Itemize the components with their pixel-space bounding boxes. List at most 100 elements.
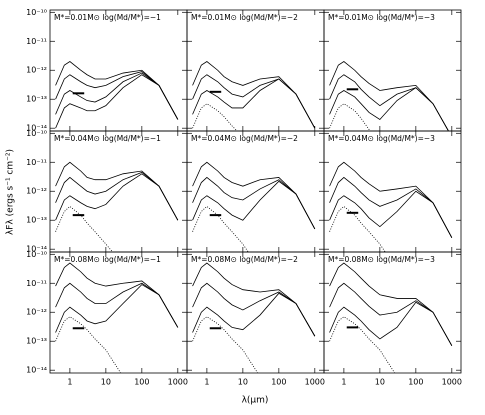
x-tick-label: 1 (341, 378, 346, 387)
sed-curve (192, 78, 316, 129)
y-tick-label: 10⁻¹³ (26, 95, 47, 104)
y-tick-label: 10⁻¹² (26, 308, 47, 317)
sed-curve (329, 316, 396, 373)
panel-frame (323, 9, 462, 132)
sed-curve (329, 103, 371, 131)
panel: M*=0.01M⊙ log(Md/M*)=−3 (323, 9, 462, 132)
x-axis-label: λ(μm) (242, 396, 269, 406)
y-tick-label: 10⁻¹⁰ (26, 250, 47, 259)
panel-title: M*=0.08M⊙ log(Md/M*)=−2 (191, 255, 298, 264)
x-tick-label: 100 (271, 378, 286, 387)
panel-title: M*=0.08M⊙ log(Md/M*)=−1 (54, 255, 161, 264)
panel-frame (49, 251, 188, 374)
panel-title: M*=0.01M⊙ log(Md/M*)=−1 (54, 13, 161, 22)
panel: M*=0.04M⊙ log(Md/M*)=−2 (186, 130, 325, 253)
panel-frame (323, 130, 462, 253)
panel-title: M*=0.01M⊙ log(Md/M*)=−2 (191, 13, 298, 22)
sed-curve (55, 205, 114, 252)
plot-area (192, 262, 316, 373)
plot-area (192, 61, 316, 131)
x-tick-label: 1 (67, 378, 72, 387)
sed-curve (329, 262, 453, 346)
sed-curve (55, 316, 122, 373)
panel: 1 10 100 1000 M*=0.08M⊙ log(Md/M*)=−2 (186, 251, 325, 387)
plot-area (329, 161, 453, 252)
x-tick-label: 10 (375, 378, 385, 387)
y-tick-label: 10⁻¹⁰ (26, 8, 47, 17)
sed-curve (329, 87, 449, 131)
sed-curve (192, 61, 316, 129)
sed-curve (192, 282, 316, 337)
y-tick-label: 10⁻¹² (26, 66, 47, 75)
x-tick-label: 1000 (305, 378, 325, 387)
panel-frame (186, 251, 325, 374)
panel: 1 10 100 1000 M*=0.08M⊙ log(Md/M*)=−3 (323, 251, 462, 387)
y-tick-label: 10⁻¹¹ (26, 37, 47, 46)
sed-curve (329, 74, 449, 131)
y-axis-label: λFλ (ergs s⁻¹ cm⁻²) (6, 149, 16, 235)
sed-curve (192, 176, 316, 230)
sed-curve (55, 161, 179, 221)
sed-curve (192, 103, 238, 131)
sed-curve (329, 161, 453, 238)
sed-curve (329, 176, 453, 238)
x-tick-label: 1000 (168, 378, 188, 387)
y-tick-label: 10⁻¹¹ (26, 158, 47, 167)
sed-curve (329, 61, 449, 131)
sed-curve (192, 292, 316, 337)
panel-title: M*=0.08M⊙ log(Md/M*)=−3 (328, 255, 435, 264)
sed-curve (55, 71, 179, 120)
panel-frame (323, 251, 462, 374)
sed-curve (55, 61, 179, 120)
x-tick-label: 100 (134, 378, 149, 387)
y-tick-label: 10⁻¹⁴ (26, 366, 47, 375)
x-tick-label: 100 (408, 378, 423, 387)
sed-curve (192, 316, 259, 373)
sed-curve (329, 282, 453, 346)
sed-curve (55, 171, 179, 221)
sed-curve (55, 173, 179, 221)
plot-area (55, 262, 179, 373)
plot-area (329, 262, 453, 373)
panel-frame (186, 9, 325, 132)
sed-curve (192, 180, 316, 230)
sed-curve (55, 282, 179, 328)
plot-area (55, 161, 179, 252)
sed-curve (55, 72, 179, 120)
y-tick-label: 10⁻¹² (26, 187, 47, 196)
panel-title: M*=0.04M⊙ log(Md/M*)=−1 (54, 134, 161, 143)
panel-title: M*=0.04M⊙ log(Md/M*)=−2 (191, 134, 298, 143)
panel: 10⁻¹⁰ 10⁻¹¹ 10⁻¹² 10⁻¹³ 10⁻¹⁴ M*=0.01M⊙ log(M… (26, 8, 188, 133)
sed-curve (329, 205, 386, 252)
y-tick-label: 10⁻¹³ (26, 216, 47, 225)
x-tick-label: 10 (101, 378, 111, 387)
sed-curve (55, 284, 179, 333)
y-tick-label: 10⁻¹³ (26, 337, 47, 346)
sed-curve (329, 301, 453, 346)
y-tick-label: 10⁻¹⁴ (26, 245, 47, 254)
sed-curve (55, 262, 179, 328)
x-tick-label: 1000 (442, 378, 462, 387)
plot-area (329, 61, 449, 131)
plot-area (55, 61, 179, 129)
sed-curve (55, 74, 179, 129)
x-tick-label: 1 (204, 378, 209, 387)
panel: M*=0.04M⊙ log(Md/M*)=−3 (323, 130, 462, 253)
sed-curve (329, 190, 453, 238)
panel-title: M*=0.01M⊙ log(Md/M*)=−3 (328, 13, 435, 22)
plot-area (192, 161, 316, 252)
sed-curve (192, 205, 249, 252)
panel: M*=0.01M⊙ log(Md/M*)=−2 (186, 9, 325, 132)
panel-title: M*=0.04M⊙ log(Md/M*)=−3 (328, 134, 435, 143)
sed-curve (192, 161, 316, 230)
panel: 10⁻¹⁰ 10⁻¹¹ 10⁻¹² 10⁻¹³ 10⁻¹⁴ M*=0.04M⊙ log(M… (26, 129, 188, 254)
y-tick-label: 10⁻¹⁴ (26, 124, 47, 133)
panel: 10⁻¹⁰ 10⁻¹¹ 10⁻¹² 10⁻¹³ 10⁻¹⁴ 1 10 100 1000 M*=0.… (26, 250, 188, 387)
y-tick-label: 10⁻¹¹ (26, 279, 47, 288)
x-tick-label: 10 (238, 378, 248, 387)
panel-frame (49, 9, 188, 132)
sed-curve (192, 262, 316, 337)
y-tick-label: 10⁻¹⁰ (26, 129, 47, 138)
sed-curve (192, 74, 316, 129)
